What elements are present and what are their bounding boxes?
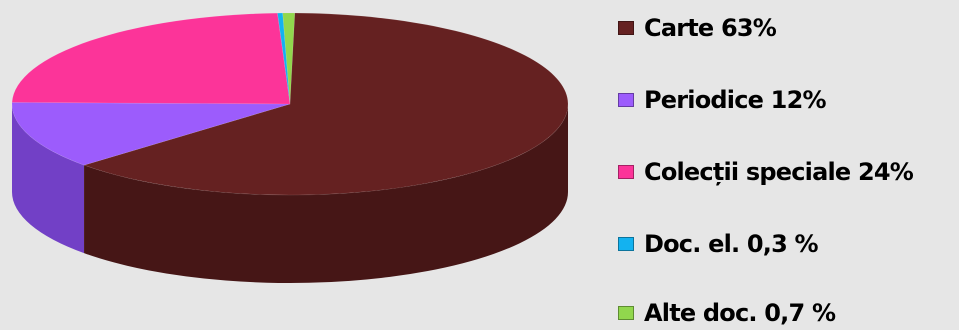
pie-slice-2 bbox=[11, 12, 291, 105]
legend-swatch-doc-el bbox=[618, 237, 634, 251]
legend-label-carte: Carte 63% bbox=[644, 14, 777, 42]
pie-chart-svg bbox=[11, 12, 569, 283]
pie-side-0 bbox=[84, 104, 568, 283]
legend-swatch-periodice bbox=[618, 93, 634, 107]
pie-slice-3 bbox=[277, 12, 291, 105]
legend-item-colectii-speciale: Colecții speciale 24% bbox=[618, 155, 914, 189]
legend-label-colectii-speciale: Colecții speciale 24% bbox=[644, 158, 914, 186]
legend-swatch-colectii-speciale bbox=[618, 165, 634, 179]
legend-label-alte-doc: Alte doc. 0,7 % bbox=[644, 299, 836, 327]
legend-label-doc-el: Doc. el. 0,3 % bbox=[644, 230, 819, 258]
pie-slice-1 bbox=[11, 102, 291, 166]
pie-slices bbox=[11, 12, 569, 283]
legend-item-periodice: Periodice 12% bbox=[618, 83, 827, 117]
legend-swatch-carte bbox=[618, 21, 634, 35]
pie-side-1 bbox=[11, 104, 85, 254]
legend-swatch-alte-doc bbox=[618, 306, 634, 320]
legend-item-alte-doc: Alte doc. 0,7 % bbox=[618, 296, 836, 330]
legend-item-doc-el: Doc. el. 0,3 % bbox=[618, 227, 819, 261]
pie-slice-4 bbox=[282, 12, 296, 105]
pie-chart bbox=[11, 12, 569, 283]
pie-slice-0 bbox=[83, 12, 569, 196]
chart-legend: Carte 63% Periodice 12% Colecții special… bbox=[618, 0, 959, 330]
legend-item-carte: Carte 63% bbox=[618, 11, 777, 45]
legend-label-periodice: Periodice 12% bbox=[644, 86, 827, 114]
